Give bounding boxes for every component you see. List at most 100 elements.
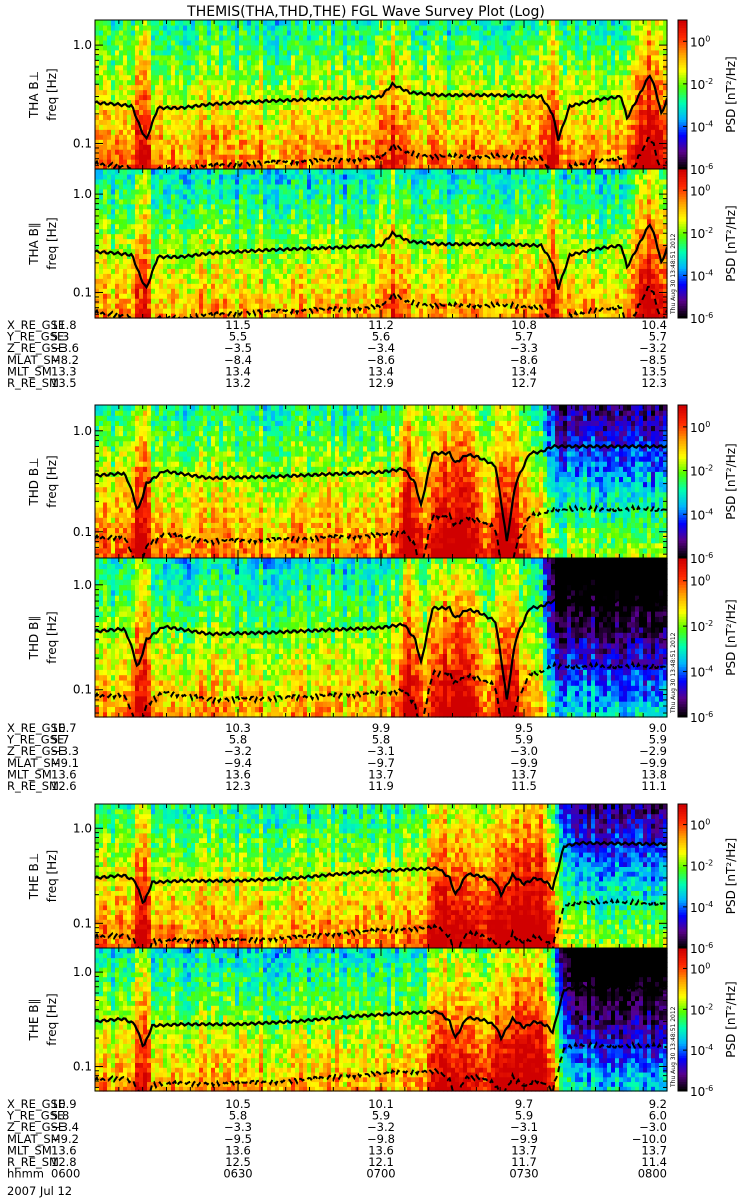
heatmap-cell (491, 124, 496, 130)
heatmap-cell (147, 149, 152, 155)
heatmap-cell (135, 169, 140, 175)
heatmap-cell (599, 25, 604, 31)
heatmap-cell (579, 144, 584, 150)
heatmap-cell (163, 134, 168, 140)
heatmap-cell (419, 119, 424, 125)
heatmap-cell (319, 129, 324, 135)
heatmap-cell (327, 124, 332, 130)
heatmap-cell (659, 95, 664, 101)
heatmap-cell (359, 45, 364, 51)
heatmap-cell (247, 149, 252, 155)
heatmap-cell (455, 35, 460, 41)
heatmap-cell (127, 298, 132, 304)
heatmap-cell (319, 20, 324, 26)
heatmap-cell (283, 129, 288, 135)
heatmap-cell (359, 139, 364, 145)
heatmap-cell (291, 139, 296, 145)
heatmap-cell (123, 179, 128, 185)
heatmap-cell (379, 129, 384, 135)
heatmap-cell (387, 25, 392, 31)
heatmap-cell (99, 60, 104, 66)
heatmap-cell (479, 149, 484, 155)
heatmap-cell (343, 139, 348, 145)
heatmap-cell (631, 55, 636, 61)
heatmap-cell (159, 55, 164, 61)
heatmap-cell (143, 234, 148, 240)
heatmap-cell (179, 75, 184, 81)
heatmap-cell (615, 55, 620, 61)
heatmap-cell (279, 90, 284, 96)
heatmap-cell (375, 25, 380, 31)
heatmap-cell (607, 144, 612, 150)
heatmap-cell (487, 114, 492, 120)
heatmap-cell (507, 99, 512, 105)
heatmap-cell (319, 80, 324, 86)
heatmap-cell (131, 234, 136, 240)
heatmap-cell (227, 50, 232, 56)
heatmap-cell (167, 20, 172, 26)
heatmap-cell (387, 129, 392, 135)
heatmap-cell (351, 60, 356, 66)
heatmap-cell (215, 35, 220, 41)
heatmap-cell (451, 159, 456, 165)
heatmap-cell (639, 129, 644, 135)
heatmap-cell (291, 90, 296, 96)
heatmap-cell (119, 189, 124, 195)
heatmap-cell (267, 134, 272, 140)
heatmap-cell (379, 80, 384, 86)
heatmap-cell (351, 154, 356, 160)
heatmap-cell (563, 95, 568, 101)
heatmap-cell (543, 60, 548, 66)
heatmap-cell (179, 80, 184, 86)
heatmap-cell (127, 268, 132, 274)
heatmap-cell (147, 20, 152, 26)
heatmap-cell (387, 55, 392, 61)
heatmap-cell (347, 104, 352, 110)
heatmap-cell (335, 45, 340, 51)
heatmap-cell (119, 169, 124, 175)
heatmap-cell (203, 134, 208, 140)
heatmap-cell (259, 104, 264, 110)
heatmap-cell (583, 144, 588, 150)
colorbar-tick-label: 100 (690, 34, 710, 49)
heatmap-cell (239, 25, 244, 31)
heatmap-cell (291, 144, 296, 150)
heatmap-cell (599, 90, 604, 96)
heatmap-cell (123, 114, 128, 120)
heatmap-cell (463, 159, 468, 165)
heatmap-cell (655, 139, 660, 145)
heatmap-cell (195, 129, 200, 135)
heatmap-cell (259, 139, 264, 145)
heatmap-cell (503, 60, 508, 66)
heatmap-cell (491, 25, 496, 31)
heatmap-cell (527, 99, 532, 105)
heatmap-cell (227, 124, 232, 130)
heatmap-cell (271, 109, 276, 115)
heatmap-cell (591, 75, 596, 81)
heatmap-cell (103, 273, 108, 279)
heatmap-cell (163, 199, 168, 205)
heatmap-cell (423, 139, 428, 145)
heatmap-cell (163, 204, 168, 210)
heatmap-cell (235, 25, 240, 31)
heatmap-cell (347, 55, 352, 61)
heatmap-cell (303, 109, 308, 115)
heatmap-cell (95, 244, 100, 250)
heatmap-cell (387, 20, 392, 26)
heatmap-cell (115, 75, 120, 81)
heatmap-cell (583, 60, 588, 66)
heatmap-cell (571, 65, 576, 71)
heatmap-cell (639, 104, 644, 110)
heatmap-cell (655, 20, 660, 26)
heatmap-cell (255, 85, 260, 91)
heatmap-cell (383, 35, 388, 41)
heatmap-cell (483, 55, 488, 61)
heatmap-cell (95, 273, 100, 279)
heatmap-cell (295, 124, 300, 130)
heatmap-cell (403, 134, 408, 140)
heatmap-cell (155, 174, 160, 180)
heatmap-cell (187, 55, 192, 61)
heatmap-cell (271, 149, 276, 155)
heatmap-cell (235, 104, 240, 110)
heatmap-cell (259, 114, 264, 120)
